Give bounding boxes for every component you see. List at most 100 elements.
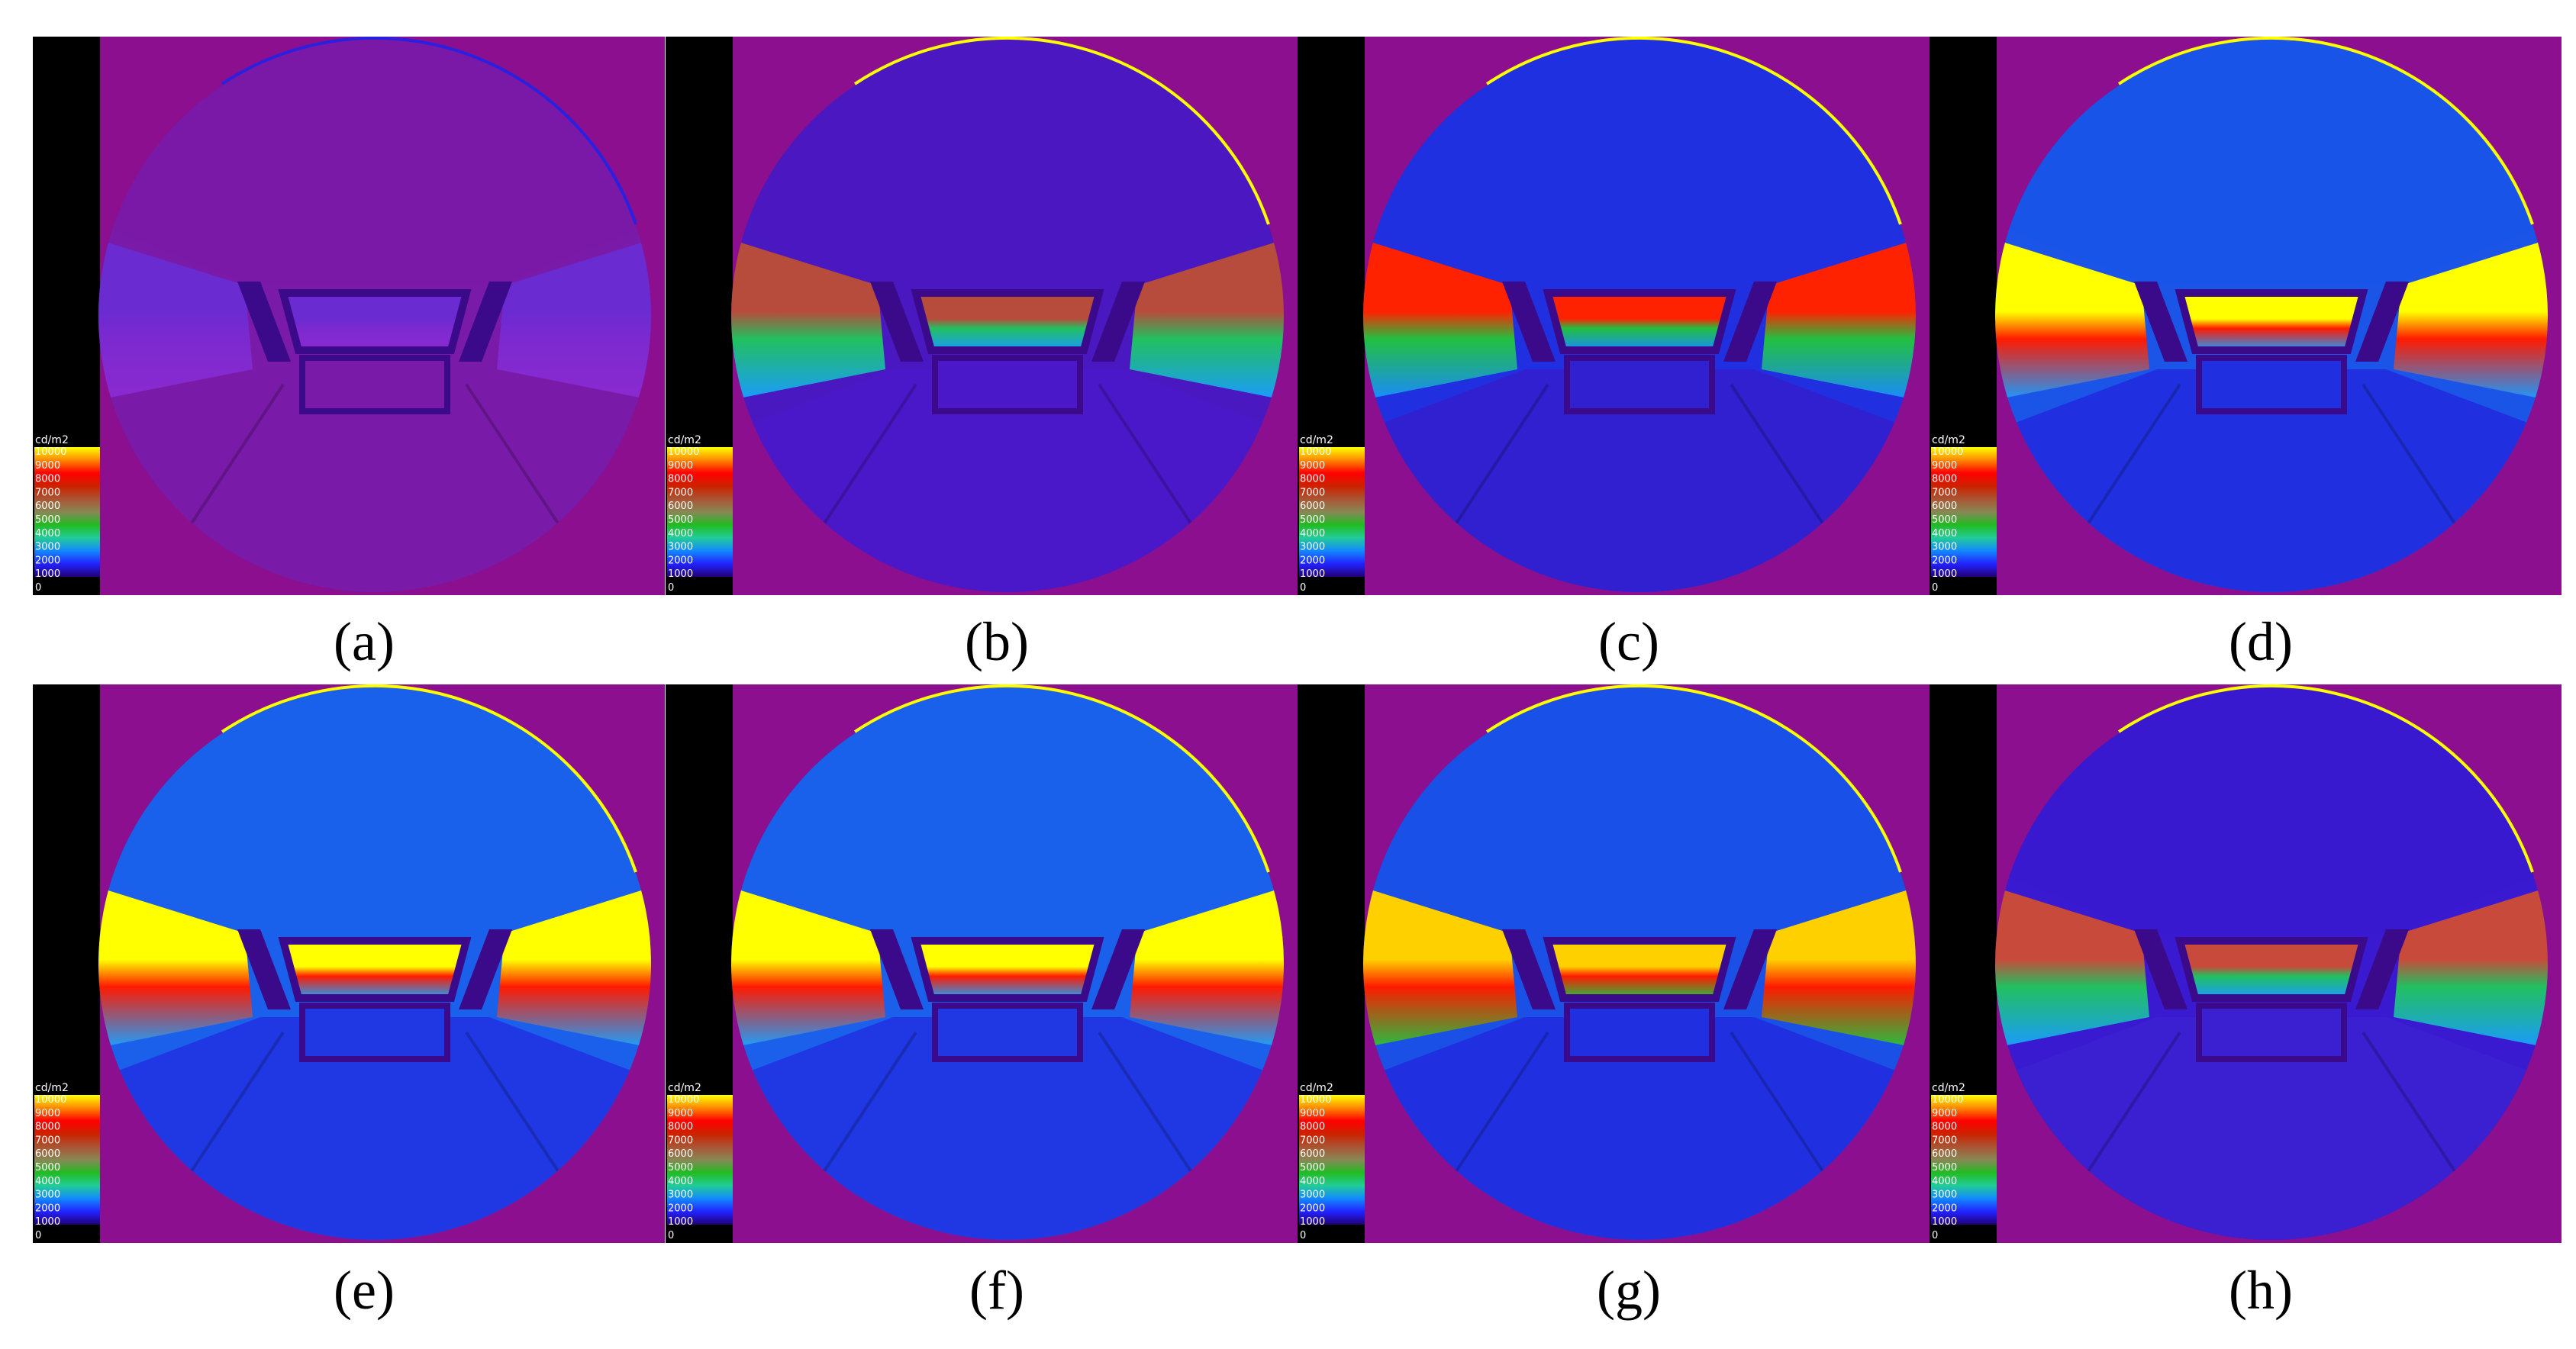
left-window	[1995, 887, 2149, 1048]
legend-tick: 10000	[668, 446, 699, 458]
legend-tick: 5000	[668, 514, 693, 526]
legend-tick: 2000	[1300, 555, 1325, 566]
legend-tick: 0	[668, 582, 674, 594]
legend-colorbar	[1299, 1095, 1365, 1225]
front-window	[2175, 289, 2368, 354]
rim-highlight	[853, 684, 1270, 873]
right-window	[1762, 240, 1916, 400]
legend-tick: 1000	[1932, 1216, 1957, 1228]
left-window	[98, 887, 253, 1048]
legend-tick: 7000	[35, 487, 60, 498]
legend-tick: 1000	[668, 568, 693, 580]
legend-tick: 7000	[1932, 1135, 1957, 1146]
legend-tick: 3000	[1300, 1190, 1325, 1201]
legend-tick: 3000	[35, 1190, 60, 1201]
left-window	[731, 240, 885, 400]
legend-tick: 9000	[1932, 1108, 1957, 1119]
fisheye-view	[731, 687, 1284, 1240]
panel-caption-d: (d)	[2229, 611, 2293, 672]
right-window	[497, 887, 651, 1048]
legend-tick: 10000	[668, 1094, 699, 1106]
rim-highlight	[2117, 684, 2534, 873]
legend-tick: 10000	[1932, 446, 1963, 458]
panel-caption-c: (c)	[1598, 611, 1659, 672]
front-window	[2175, 937, 2368, 1002]
legend-tick: 6000	[1932, 501, 1957, 512]
right-window	[497, 240, 651, 400]
rear-box	[2196, 355, 2347, 414]
rim-highlight	[1485, 684, 1902, 873]
right-window	[1762, 887, 1916, 1048]
rear-box	[1564, 1003, 1715, 1062]
legend-colorbar	[1931, 1095, 1997, 1225]
legend-tick: 6000	[1300, 501, 1325, 512]
right-window	[1130, 887, 1284, 1048]
legend-tick: 0	[1300, 1230, 1306, 1241]
legend-tick: 9000	[1300, 460, 1325, 472]
legend-tick: 3000	[1932, 542, 1957, 553]
legend-tick: 8000	[668, 1122, 693, 1133]
legend-tick: 1000	[668, 1216, 693, 1228]
luminance-panel-h: cd/m2 10000 9000 8000 7000 6000 5000 4000 3000 20…	[1930, 684, 2561, 1243]
legend-tick: 6000	[668, 1148, 693, 1160]
legend-tick: 8000	[1932, 474, 1957, 485]
rim-highlight	[853, 37, 1270, 225]
left-window	[1995, 240, 2149, 400]
legend-tick: 5000	[668, 1162, 693, 1174]
left-window	[98, 240, 253, 400]
legend-tick: 9000	[668, 1108, 693, 1119]
legend-tick: 10000	[35, 446, 66, 458]
legend-tick: 6000	[35, 1148, 60, 1160]
fisheye-render: cd/m210000900080007000600050004000300020…	[33, 684, 665, 1243]
legend-tick: 2000	[35, 1203, 60, 1214]
rear-box	[299, 355, 450, 414]
luminance-panel-a: cd/m2 10000 9000 8000 7000 6000 5000 4000 3000 20…	[33, 37, 665, 595]
legend-tick: 10000	[35, 1094, 66, 1106]
legend-tick: 4000	[1300, 528, 1325, 539]
legend-unit: cd/m2	[1300, 1082, 1333, 1094]
front-window	[1543, 289, 1736, 354]
legend-unit: cd/m2	[1932, 434, 1965, 446]
panel-caption-f: (f)	[969, 1260, 1024, 1321]
legend-tick: 2000	[35, 555, 60, 566]
front-window	[278, 937, 472, 1002]
fisheye-render: cd/m210000900080007000600050004000300020…	[1930, 684, 2561, 1243]
legend-tick: 6000	[35, 501, 60, 512]
legend-unit: cd/m2	[1300, 434, 1333, 446]
legend-tick: 7000	[35, 1135, 60, 1146]
panel-caption-e: (e)	[334, 1260, 395, 1321]
luminance-panel-e: cd/m2 10000 9000 8000 7000 6000 5000 4000 3000 20…	[33, 684, 665, 1243]
panel-caption-b: (b)	[965, 611, 1029, 672]
legend-tick: 10000	[1300, 1094, 1331, 1106]
legend-tick: 2000	[1932, 1203, 1957, 1214]
legend-tick: 0	[1932, 582, 1938, 594]
luminance-panel-b: cd/m2 10000 9000 8000 7000 6000 5000 4000 3000 20…	[666, 37, 1298, 595]
rear-box	[932, 355, 1083, 414]
legend-tick: 8000	[1300, 474, 1325, 485]
fisheye-view	[1995, 687, 2548, 1240]
rim-highlight	[1485, 37, 1902, 225]
legend-colorbar	[667, 1095, 733, 1225]
legend-tick: 5000	[1300, 1162, 1325, 1174]
legend-tick: 5000	[1932, 1162, 1957, 1174]
legend-tick: 6000	[1932, 1148, 1957, 1160]
legend-tick: 1000	[35, 1216, 60, 1228]
fisheye-render: cd/m210000900080007000600050004000300020…	[1930, 37, 2561, 595]
right-window	[2394, 887, 2548, 1048]
legend-tick: 8000	[35, 474, 60, 485]
legend-colorbar	[667, 447, 733, 577]
legend-tick: 5000	[1932, 514, 1957, 526]
legend-tick: 4000	[668, 528, 693, 539]
panel-caption-g: (g)	[1597, 1260, 1661, 1321]
legend-tick: 2000	[1300, 1203, 1325, 1214]
left-window	[731, 887, 885, 1048]
luminance-panel-c: cd/m2 10000 9000 8000 7000 6000 5000 4000 3000 20…	[1298, 37, 1930, 595]
rim-highlight	[221, 37, 637, 225]
legend-tick: 8000	[1932, 1122, 1957, 1133]
fisheye-render: cd/m210000900080007000600050004000300020…	[666, 37, 1298, 595]
front-window	[1543, 937, 1736, 1002]
rear-box	[299, 1003, 450, 1062]
front-window	[278, 289, 472, 354]
legend-tick: 7000	[1300, 1135, 1325, 1146]
legend-tick: 6000	[1300, 1148, 1325, 1160]
